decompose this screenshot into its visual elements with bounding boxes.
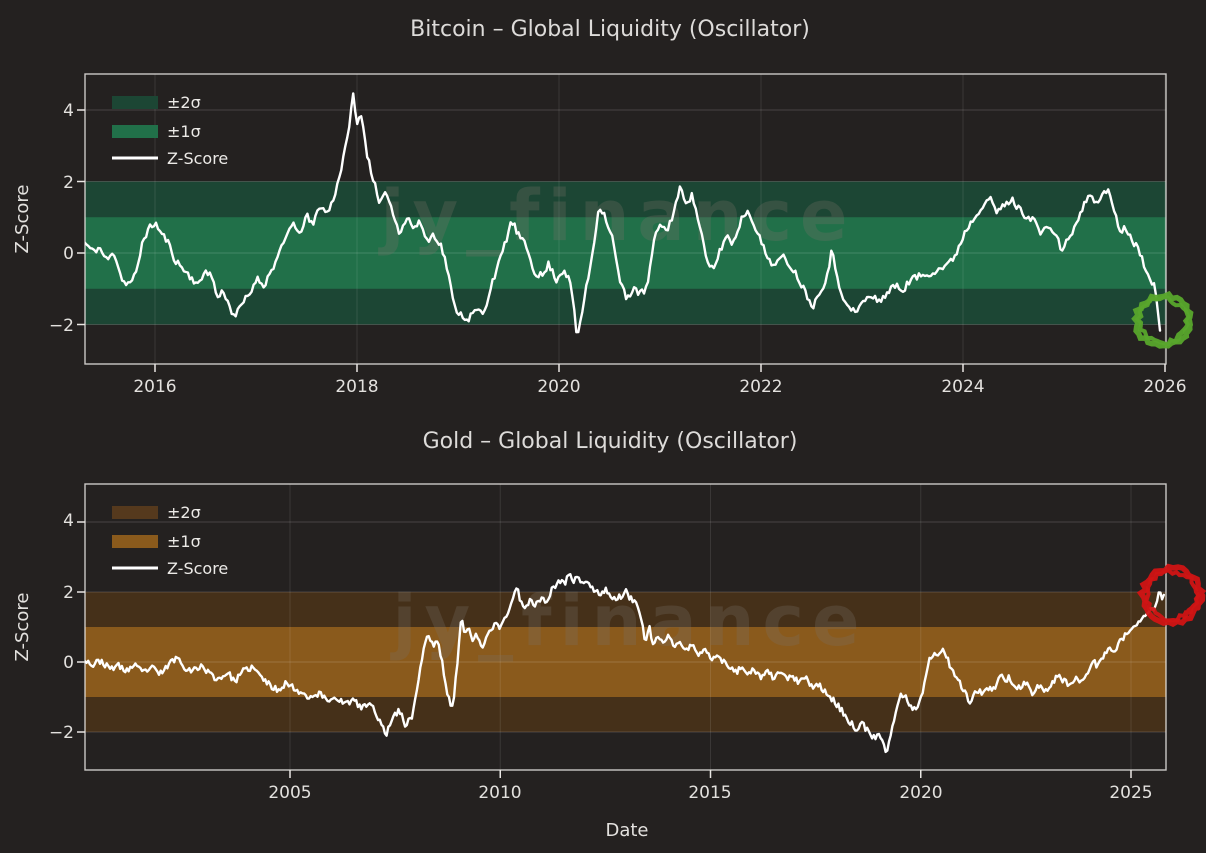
bitcoin-chart: jy_finance Bitcoin – Global Liquidity (O… [12, 17, 1194, 397]
gold-xtick-2010: 2010 [478, 783, 521, 803]
gold-chart-title: Gold – Global Liquidity (Oscillator) [423, 429, 798, 454]
bitcoin-legend: ±2σ ±1σ Z-Score [112, 93, 228, 168]
legend-label-1sigma: ±1σ [167, 122, 201, 141]
gold-xtick-2005: 2005 [268, 783, 311, 803]
bitcoin-chart-title: Bitcoin – Global Liquidity (Oscillator) [410, 17, 810, 42]
bitcoin-ytick-2: 2 [63, 173, 74, 193]
gold-ytick-0: 0 [63, 653, 74, 673]
sigma-band-1 [85, 217, 1166, 289]
zscore-line [85, 573, 1165, 754]
red-circle-annotation [1143, 568, 1201, 623]
gold-y-axis-label: Z-Score [12, 593, 33, 662]
legend-swatch-2sigma [112, 96, 158, 109]
gold-x-axis-label: Date [605, 820, 648, 841]
bitcoin-ytick-neg2: −2 [49, 316, 74, 336]
bitcoin-xtick-2020: 2020 [537, 377, 580, 397]
bitcoin-xtick-2018: 2018 [335, 377, 378, 397]
gold-ytick-4: 4 [63, 511, 74, 531]
gold-chart: jy_finance Gold – Global Liquidity (Osci… [12, 429, 1206, 841]
legend-label-2sigma: ±2σ [167, 93, 201, 112]
bitcoin-xtick-2024: 2024 [941, 377, 984, 397]
gold-xtick-2015: 2015 [688, 783, 731, 803]
bitcoin-bands-grid-layer [77, 74, 1166, 372]
gold-legend: ±2σ ±1σ Z-Score [112, 503, 228, 578]
bitcoin-line-layer [85, 92, 1194, 349]
bitcoin-plot-frame [84, 73, 1167, 365]
legend-label-zscore: Z-Score [167, 149, 228, 168]
legend-swatch-2sigma [112, 506, 158, 519]
legend-swatch-1sigma [112, 125, 158, 138]
gold-xtick-2025: 2025 [1109, 783, 1152, 803]
legend-label-zscore: Z-Score [167, 559, 228, 578]
bitcoin-xtick-2026: 2026 [1143, 377, 1186, 397]
bitcoin-ytick-4: 4 [63, 101, 74, 121]
gold-plot-frame [84, 483, 1167, 771]
bitcoin-ytick-0: 0 [63, 244, 74, 264]
sigma-band-1 [85, 627, 1166, 697]
legend-label-2sigma: ±2σ [167, 503, 201, 522]
gold-ytick-2: 2 [63, 583, 74, 603]
zscore-line [85, 92, 1162, 334]
bitcoin-xtick-2022: 2022 [739, 377, 782, 397]
bitcoin-y-axis-label: Z-Score [12, 185, 33, 254]
bitcoin-xtick-2016: 2016 [133, 377, 176, 397]
gold-line-layer [85, 563, 1206, 754]
legend-label-1sigma: ±1σ [167, 532, 201, 551]
watermark-text: jy_finance [378, 175, 856, 257]
gold-xtick-2020: 2020 [899, 783, 942, 803]
legend-swatch-1sigma [112, 535, 158, 548]
green-circle-annotation [1134, 295, 1191, 347]
gold-ytick-neg2: −2 [49, 723, 74, 743]
